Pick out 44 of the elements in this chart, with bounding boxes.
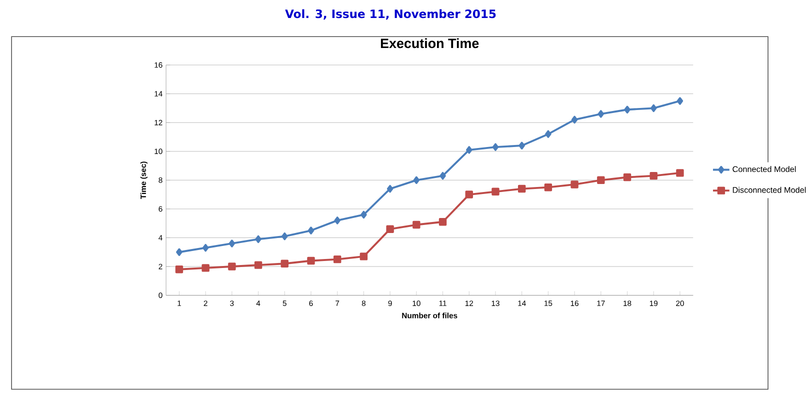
point [334, 216, 340, 224]
point [650, 104, 657, 112]
point [254, 261, 262, 269]
point [282, 232, 288, 240]
point [228, 262, 236, 270]
point [440, 172, 446, 180]
point [228, 240, 236, 248]
legend-label: Connected Model [732, 166, 796, 172]
point [597, 176, 605, 184]
point [175, 266, 184, 274]
point [307, 256, 315, 265]
point [676, 169, 684, 177]
point [623, 173, 632, 182]
point [544, 184, 552, 192]
point [545, 130, 552, 138]
text: Vol. 3, Issue 11, November 2015 [285, 9, 496, 20]
point [280, 260, 288, 268]
point [518, 142, 525, 150]
point [492, 143, 499, 151]
point [438, 218, 447, 226]
point [412, 220, 420, 229]
point [492, 188, 500, 196]
point [624, 106, 630, 114]
point [176, 248, 182, 256]
chart-title: Execution Time [380, 38, 479, 48]
point [360, 252, 368, 260]
point [202, 264, 210, 272]
point [308, 226, 314, 234]
point [598, 110, 604, 118]
point [386, 184, 394, 193]
point [386, 225, 394, 233]
point [466, 146, 472, 154]
point [360, 210, 367, 219]
point [570, 180, 578, 188]
point [571, 116, 578, 124]
point [676, 97, 684, 105]
point [518, 184, 526, 193]
legend-label: Disconnected Model [732, 186, 806, 193]
point [334, 255, 342, 264]
point [413, 176, 420, 184]
point [255, 235, 262, 244]
point [650, 172, 658, 180]
point [202, 244, 209, 252]
point [465, 190, 473, 198]
